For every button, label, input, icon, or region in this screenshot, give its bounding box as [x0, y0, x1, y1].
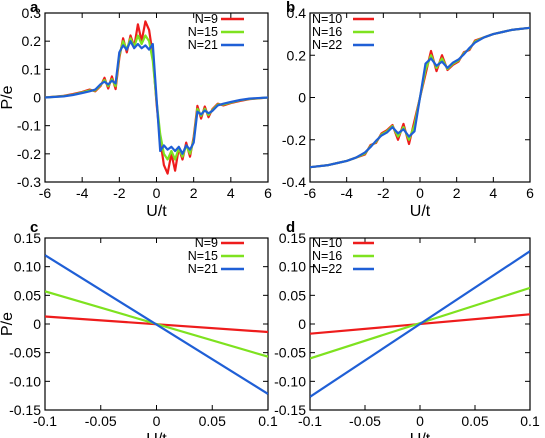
x-tick-label: 0	[153, 413, 161, 429]
legend-label: N=9	[195, 12, 218, 26]
legend-label: N=22	[312, 38, 342, 52]
x-tick-label: -2	[113, 185, 126, 201]
legend-label: N=10	[312, 236, 342, 250]
x-tick-label: 0.1	[258, 413, 278, 429]
x-tick-label: 4	[489, 185, 497, 201]
series-line-N=22	[310, 250, 530, 398]
x-tick-label: -0.1	[33, 413, 57, 429]
panel-letter: d	[286, 219, 295, 236]
y-tick-label: -0.2	[282, 132, 306, 148]
x-tick-label: 0.1	[520, 413, 540, 429]
panel-c: c -0.1 -0.05 0 0.05 0.1 -0.15 -0.10 -0.05 0 0.05 0.…	[0, 219, 278, 438]
x-tick-label: -6	[304, 185, 317, 201]
y-tick-label: 0.2	[287, 47, 307, 63]
y-tick-label: -0.15	[274, 402, 306, 418]
y-tick-label: 0	[298, 316, 306, 332]
x-tick-label: 0	[153, 185, 161, 201]
y-tick-label: 0	[33, 90, 41, 106]
y-tick-label: -0.3	[17, 174, 41, 190]
legend-label: N=16	[312, 249, 342, 263]
legend-label: N=21	[188, 38, 218, 52]
x-axis-label: U/t	[410, 431, 431, 438]
panel-letter: c	[30, 219, 38, 236]
x-tick-label: -0.05	[85, 413, 117, 429]
legend-label: N=16	[312, 25, 342, 39]
y-tick-label: 0.15	[14, 230, 41, 246]
y-tick-label: 0.10	[14, 259, 41, 275]
x-tick-label: -6	[39, 185, 52, 201]
x-tick-label: 6	[526, 185, 534, 201]
x-tick-label: -4	[76, 185, 89, 201]
x-tick-label: 2	[190, 185, 198, 201]
panel-a: a -6 -4 -2 0 2 4 6 -0.3 -0.2 -0.1 0 0.1 0.2 0.3 U/t P/e N…	[0, 0, 272, 220]
legend-label: N=21	[188, 262, 218, 276]
y-tick-label: -0.1	[17, 118, 41, 134]
y-tick-label: -0.05	[9, 345, 41, 361]
x-tick-label: 0.05	[199, 413, 226, 429]
y-tick-label: -0.15	[9, 402, 41, 418]
y-tick-label: 0.15	[279, 230, 306, 246]
y-tick-label: -0.10	[9, 373, 41, 389]
y-tick-label: -0.4	[282, 174, 306, 190]
legend-label: N=10	[312, 12, 342, 26]
legend-label: N=15	[188, 25, 218, 39]
series-line-N=21	[45, 254, 268, 395]
y-tick-label: 0	[33, 316, 41, 332]
y-tick-label: 0.2	[22, 33, 42, 49]
y-tick-label: 0.10	[279, 259, 306, 275]
x-tick-label: 2	[453, 185, 461, 201]
panel-letter: a	[30, 0, 39, 16]
series-line-N=22	[310, 26, 530, 169]
y-tick-label: 0.05	[279, 287, 306, 303]
x-tick-label: 0.05	[461, 413, 488, 429]
x-axis-label: U/t	[146, 431, 167, 438]
legend-label: N=22	[312, 262, 342, 276]
x-tick-label: 6	[264, 185, 272, 201]
x-tick-label: -4	[340, 185, 353, 201]
y-tick-label: 0	[298, 90, 306, 106]
y-tick-label: 0.05	[14, 287, 41, 303]
y-axis-label: P/e	[0, 312, 16, 336]
x-axis-label: U/t	[146, 203, 167, 220]
y-tick-label: 0.4	[287, 5, 307, 21]
x-tick-label: -0.1	[298, 413, 322, 429]
panel-b: b -6 -4 -2 0 2 4 6 -0.4 -0.2 0 0.2 0.4 U/t N=10N=16N=2…	[282, 0, 534, 220]
y-tick-label: 0.1	[22, 61, 42, 77]
y-tick-label: 0.3	[22, 5, 42, 21]
y-tick-label: -0.2	[17, 146, 41, 162]
x-tick-label: 0	[416, 185, 424, 201]
legend-label: N=9	[195, 236, 218, 250]
x-axis-label: U/t	[410, 203, 431, 220]
y-tick-label: -0.05	[274, 345, 306, 361]
series-line-N=21	[45, 40, 268, 155]
x-tick-label: 4	[227, 185, 235, 201]
panel-letter: b	[286, 0, 295, 16]
y-tick-label: -0.10	[274, 373, 306, 389]
x-tick-label: 0	[416, 413, 424, 429]
y-axis-label: P/e	[0, 85, 16, 109]
x-tick-label: -2	[377, 185, 390, 201]
panel-d: d -0.1 -0.05 0 0.05 0.1 -0.15 -0.10 -0.05 0 0.05 0.…	[274, 219, 540, 438]
legend-label: N=15	[188, 249, 218, 263]
x-tick-label: -0.05	[349, 413, 381, 429]
